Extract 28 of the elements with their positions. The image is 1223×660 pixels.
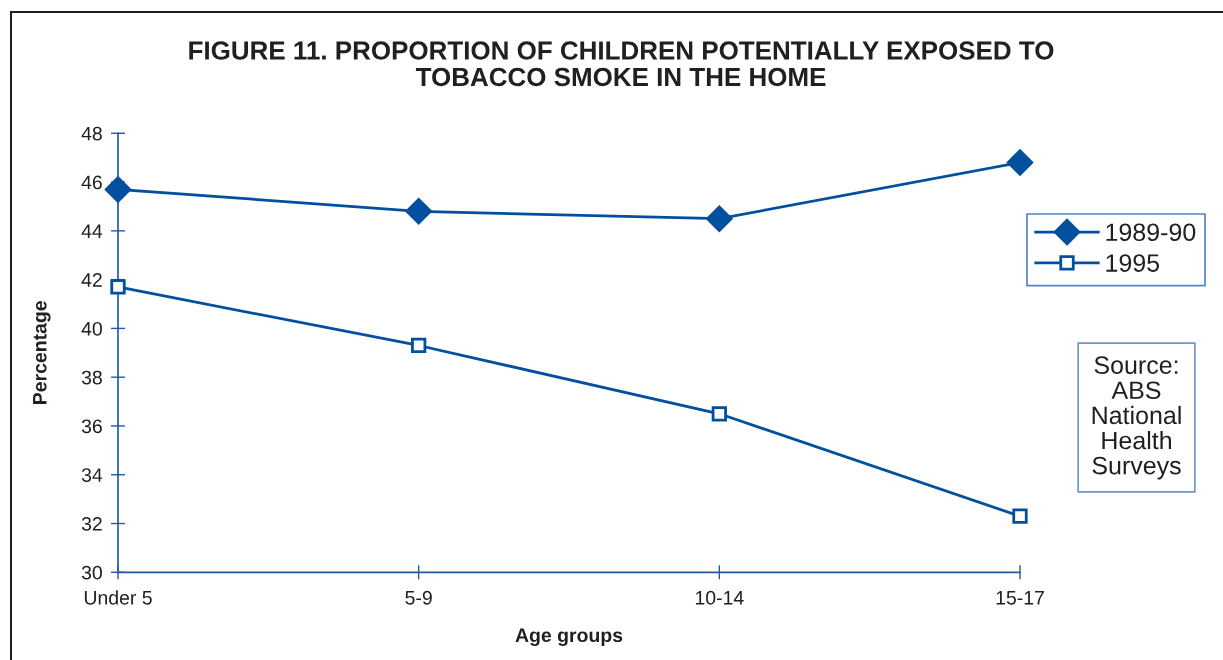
point <box>405 197 433 225</box>
x-tick-label: 5-9 <box>405 590 432 605</box>
y-axis-title: Percentage <box>33 301 51 404</box>
y-tick-label: 42 <box>81 273 102 287</box>
source-note: Source: ABS National Health Surveys <box>1092 356 1181 480</box>
point <box>1006 149 1034 177</box>
y-tick-label: 40 <box>81 321 102 336</box>
legend-label: 1989-90 <box>1106 223 1196 242</box>
x-axis-title: Age groups <box>515 628 623 647</box>
point <box>104 175 132 203</box>
legend-label: 1995 <box>1106 254 1160 272</box>
y-tick-label: 36 <box>81 419 102 434</box>
y-tick-label: 30 <box>81 565 102 580</box>
x-tick-label: Under 5 <box>84 590 152 605</box>
point <box>110 279 126 295</box>
point <box>1012 508 1028 524</box>
y-tick-label: 34 <box>81 468 103 482</box>
x-tick-label: 10-14 <box>695 590 744 605</box>
y-tick-label: 46 <box>81 175 102 190</box>
chart-title: FIGURE 11. PROPORTION OF CHILDREN POTENTIALLY EXPOSED TO TOBACCO SMOKE IN THE HOME <box>189 41 1054 87</box>
y-tick-label: 44 <box>81 224 103 238</box>
point <box>411 337 427 354</box>
y-tick-label: 48 <box>81 126 102 141</box>
y-tick-label: 32 <box>81 516 102 531</box>
point <box>711 406 727 422</box>
y-tick-label: 38 <box>81 370 102 385</box>
point <box>705 205 733 233</box>
x-tick-label: 15-17 <box>996 591 1044 605</box>
